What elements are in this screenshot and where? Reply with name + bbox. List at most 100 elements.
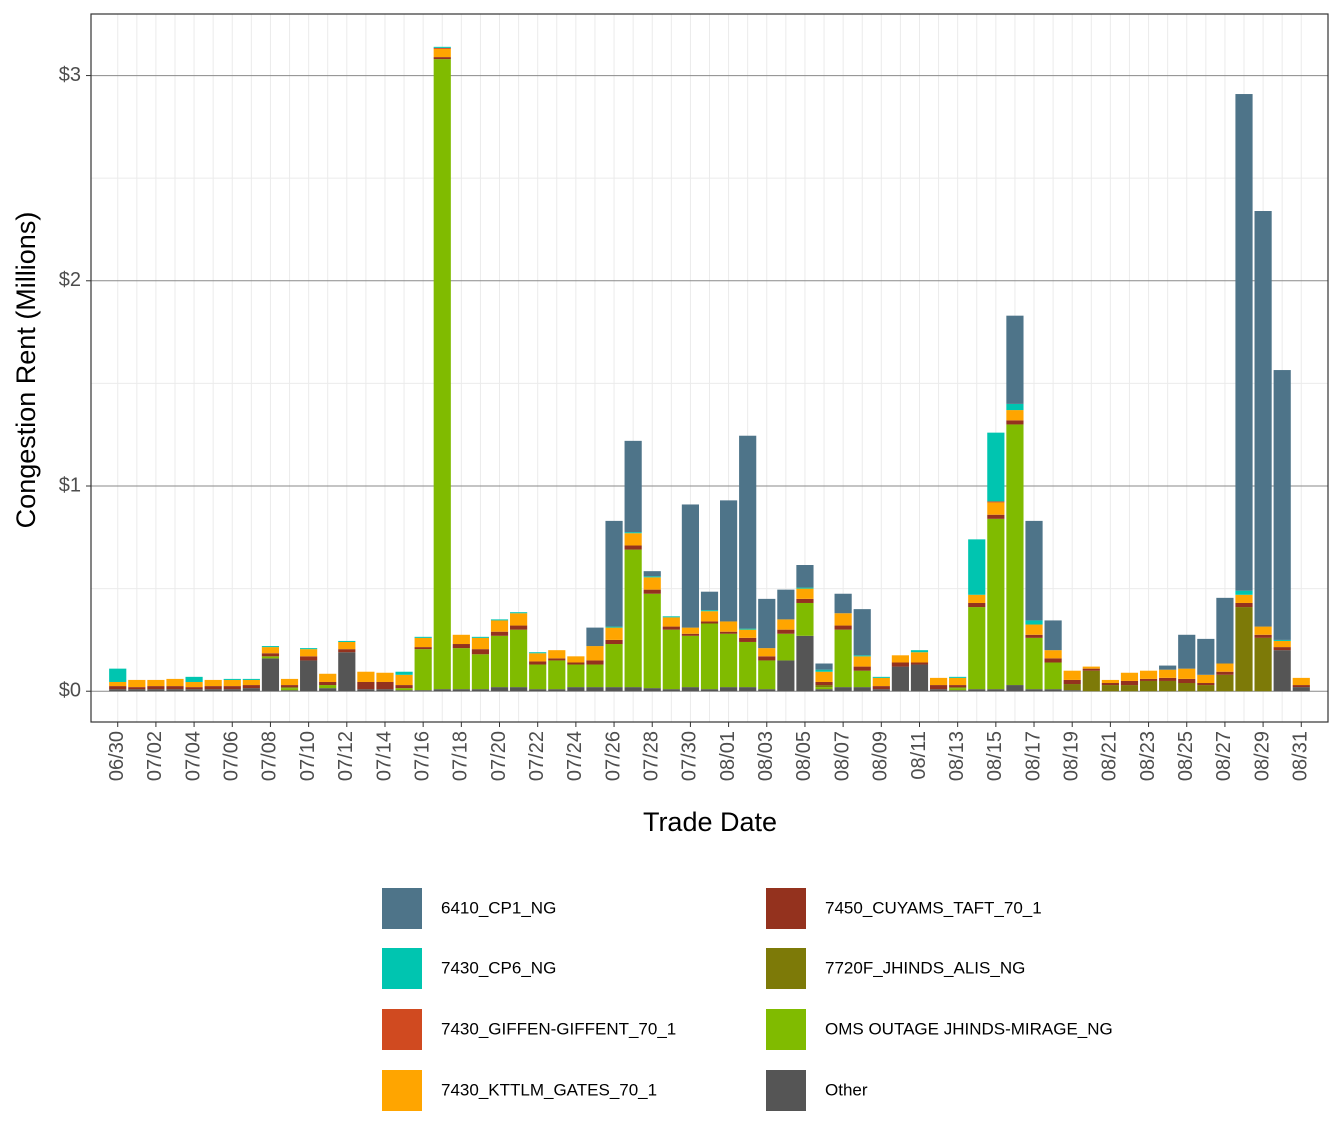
x-tick-label: 08/31 [1290,731,1312,781]
bar-segment [1025,624,1043,635]
bar-segment [1120,672,1139,681]
x-tick-label: 07/20 [488,731,510,781]
bar-segment [605,639,623,645]
bar-segment [1235,590,1253,595]
bar-segment [719,500,738,622]
bar-segment [624,549,642,688]
legend-key [766,948,806,989]
bar-segment [968,607,986,690]
x-tick-label: 08/27 [1213,731,1235,781]
x-tick-label: 08/13 [946,731,968,781]
bar-segment [681,687,700,692]
bar-segment [529,664,547,690]
bar-segment [624,687,642,692]
bar-segment [987,689,1005,692]
legend-key [382,1070,422,1111]
bar-segment [433,57,451,60]
bar-segment [147,679,165,687]
bar-segment [662,616,680,618]
bar-segment [471,654,490,690]
legend-label: 7430_GIFFEN-GIFFENT_70_1 [441,1019,676,1038]
bar-segment [414,647,432,650]
bar-segment [414,690,432,692]
bar-segment [338,641,356,650]
bar-segment [968,539,986,595]
bar-segment [452,634,470,645]
bar-segment [643,688,661,692]
bar-segment [949,688,967,691]
legend-label: 7720F_JHINDS_ALIS_NG [825,958,1025,977]
bar-segment [433,47,451,49]
bar-segment [605,644,623,688]
legend-label: Other [825,1080,868,1099]
bar-segment [147,689,165,692]
bar-segment [719,621,738,632]
bar-segment [853,670,871,688]
bar-segment [929,689,948,692]
bar-segment [700,621,719,624]
x-tick-label: 07/22 [526,731,548,781]
bar-segment [739,687,757,692]
bar-segment [853,656,871,667]
bar-segment [1178,668,1196,679]
legend-key [766,1070,806,1111]
bar-segment [280,687,299,689]
bar-segment [510,629,528,688]
bar-segment [739,435,757,629]
bar-segment [910,652,929,663]
y-tick-label: $1 [59,474,81,496]
bar-segment [1120,680,1139,686]
bar-segment [1006,424,1024,686]
bar-segment [357,671,375,682]
bar-segment [605,520,623,627]
x-tick-label: 07/14 [373,731,395,781]
bar-segment [719,633,738,688]
bar-segment [987,501,1005,503]
bar-segment [1044,658,1062,663]
x-tick-label: 07/08 [259,731,281,781]
bar-segment [433,48,451,58]
x-tick-label: 08/19 [1060,731,1082,781]
bar-segment [204,689,222,692]
bar-segment [280,678,299,686]
bar-segment [433,689,451,692]
y-axis-title: Congestion Rent (Millions) [11,212,41,529]
y-tick-label: $2 [59,269,81,291]
x-tick-label: 08/03 [755,731,777,781]
y-tick-label: $0 [59,679,81,701]
bar-segment [681,504,700,628]
bar-segment [891,662,909,667]
x-tick-label: 07/28 [641,731,663,781]
bar-segment [624,533,642,546]
bar-segment [452,648,470,690]
bar-segment [567,687,585,692]
bar-segment [529,689,547,692]
bar-segment [548,689,566,692]
bar-segment [1235,594,1253,603]
bar-segment [605,687,623,692]
bar-segment [510,687,528,692]
bar-segment [1254,626,1272,635]
bar-segment [929,685,948,690]
bar-segment [586,627,604,647]
y-tick-label: $3 [59,64,81,86]
bar-segment [452,644,470,649]
bar-segment [1082,668,1100,671]
bar-segment [1216,663,1234,672]
bar-segment [643,571,661,577]
bar-segment [319,688,337,692]
bar-segment [929,677,948,686]
bar-segment [662,689,680,692]
x-tick-label: 08/07 [831,731,853,781]
bar-segment [1044,689,1062,692]
bar-segment [1025,689,1043,692]
bar-segment [700,611,719,622]
bar-segment [891,666,909,692]
bar-segment [624,545,642,550]
bar-segment [242,678,260,680]
bar-segment [242,685,260,689]
bar-segment [968,594,986,603]
bar-segment [1216,674,1234,692]
bar-segment [815,681,833,686]
